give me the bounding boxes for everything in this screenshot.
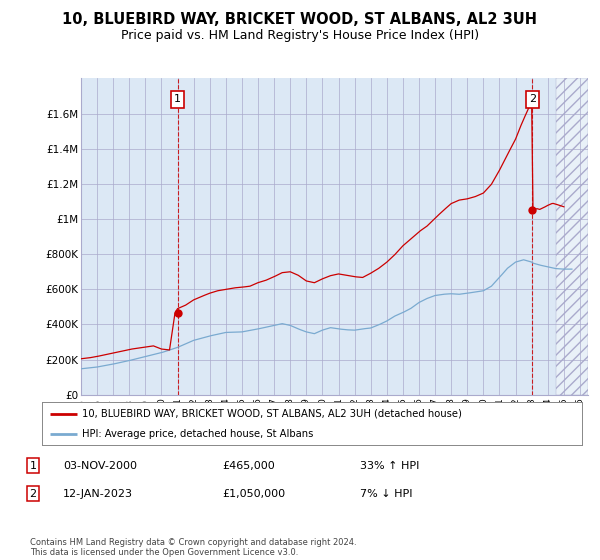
Text: 2: 2 bbox=[29, 489, 37, 499]
Text: £465,000: £465,000 bbox=[222, 461, 275, 471]
Text: 33% ↑ HPI: 33% ↑ HPI bbox=[360, 461, 419, 471]
Text: Price paid vs. HM Land Registry's House Price Index (HPI): Price paid vs. HM Land Registry's House … bbox=[121, 29, 479, 42]
Text: HPI: Average price, detached house, St Albans: HPI: Average price, detached house, St A… bbox=[83, 430, 314, 439]
Text: 1: 1 bbox=[29, 461, 37, 471]
Text: 1: 1 bbox=[174, 95, 181, 105]
Text: £1,050,000: £1,050,000 bbox=[222, 489, 285, 499]
Text: Contains HM Land Registry data © Crown copyright and database right 2024.
This d: Contains HM Land Registry data © Crown c… bbox=[30, 538, 356, 557]
Text: 03-NOV-2000: 03-NOV-2000 bbox=[63, 461, 137, 471]
Text: 7% ↓ HPI: 7% ↓ HPI bbox=[360, 489, 413, 499]
Text: 2: 2 bbox=[529, 95, 536, 105]
Text: 12-JAN-2023: 12-JAN-2023 bbox=[63, 489, 133, 499]
Text: 10, BLUEBIRD WAY, BRICKET WOOD, ST ALBANS, AL2 3UH: 10, BLUEBIRD WAY, BRICKET WOOD, ST ALBAN… bbox=[62, 12, 538, 27]
Text: 10, BLUEBIRD WAY, BRICKET WOOD, ST ALBANS, AL2 3UH (detached house): 10, BLUEBIRD WAY, BRICKET WOOD, ST ALBAN… bbox=[83, 409, 463, 419]
